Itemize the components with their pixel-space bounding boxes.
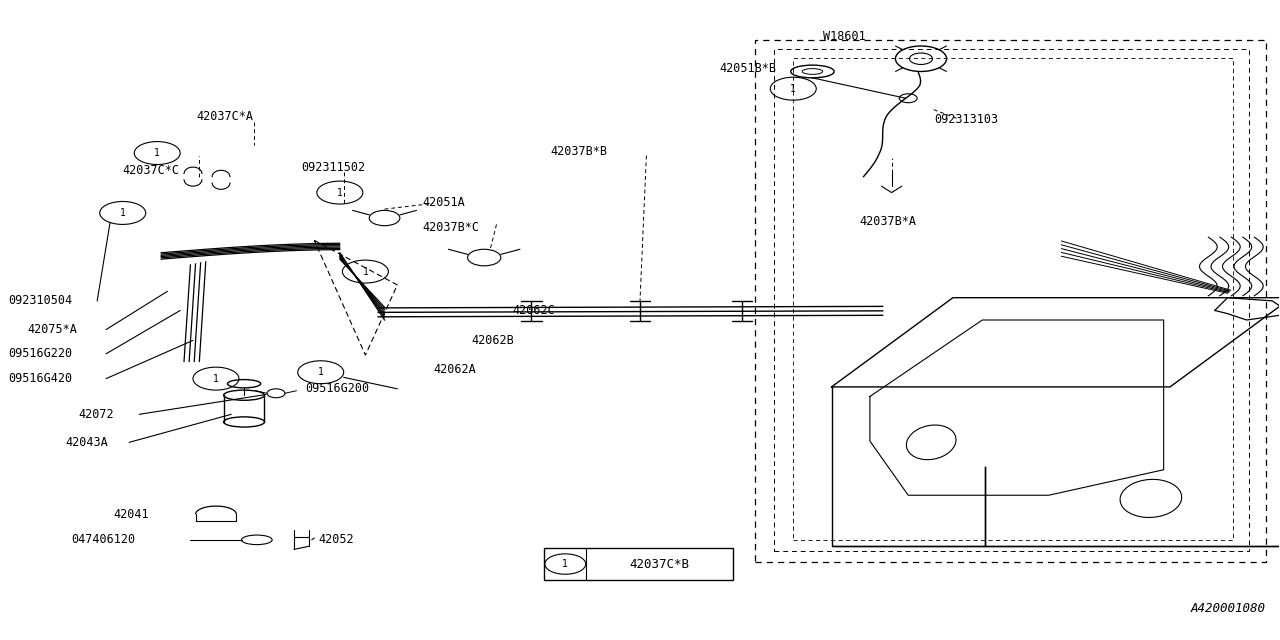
Text: 42051A: 42051A (422, 196, 466, 209)
Text: 1: 1 (120, 208, 125, 218)
Text: 1: 1 (790, 84, 796, 93)
Text: 092310504: 092310504 (8, 294, 72, 307)
Text: 42062B: 42062B (471, 334, 515, 347)
Text: 1: 1 (337, 188, 343, 198)
Text: 092311502: 092311502 (302, 161, 366, 173)
Text: A420001080: A420001080 (1190, 602, 1266, 614)
Text: 42037C*B: 42037C*B (630, 557, 689, 570)
Text: 1: 1 (362, 267, 369, 276)
Text: 1: 1 (212, 374, 219, 383)
Text: 42075*A: 42075*A (27, 323, 77, 336)
Text: 1: 1 (155, 148, 160, 158)
Text: 42051B*B: 42051B*B (719, 62, 776, 75)
Text: 42037B*B: 42037B*B (550, 145, 608, 157)
Text: 42062C: 42062C (512, 304, 556, 317)
Text: 09516G420: 09516G420 (8, 372, 72, 385)
Text: 42037C*A: 42037C*A (196, 109, 253, 123)
Text: 42062A: 42062A (433, 364, 476, 376)
Text: 42043A: 42043A (65, 436, 108, 449)
Text: 09516G220: 09516G220 (8, 348, 72, 360)
Bar (544, 548, 733, 580)
Text: 047406120: 047406120 (72, 533, 136, 547)
Text: 42072: 42072 (78, 408, 114, 421)
Text: 1: 1 (317, 367, 324, 377)
Text: 42037B*C: 42037B*C (422, 221, 480, 234)
Text: 09516G200: 09516G200 (306, 382, 370, 396)
Text: 42041: 42041 (114, 508, 150, 521)
Text: 42037C*C: 42037C*C (123, 164, 179, 177)
Text: 42052: 42052 (319, 533, 353, 547)
Text: W18601: W18601 (823, 30, 865, 43)
Text: 42037B*A: 42037B*A (860, 215, 916, 228)
Text: 092313103: 092313103 (934, 113, 998, 126)
Text: 1: 1 (562, 559, 568, 569)
